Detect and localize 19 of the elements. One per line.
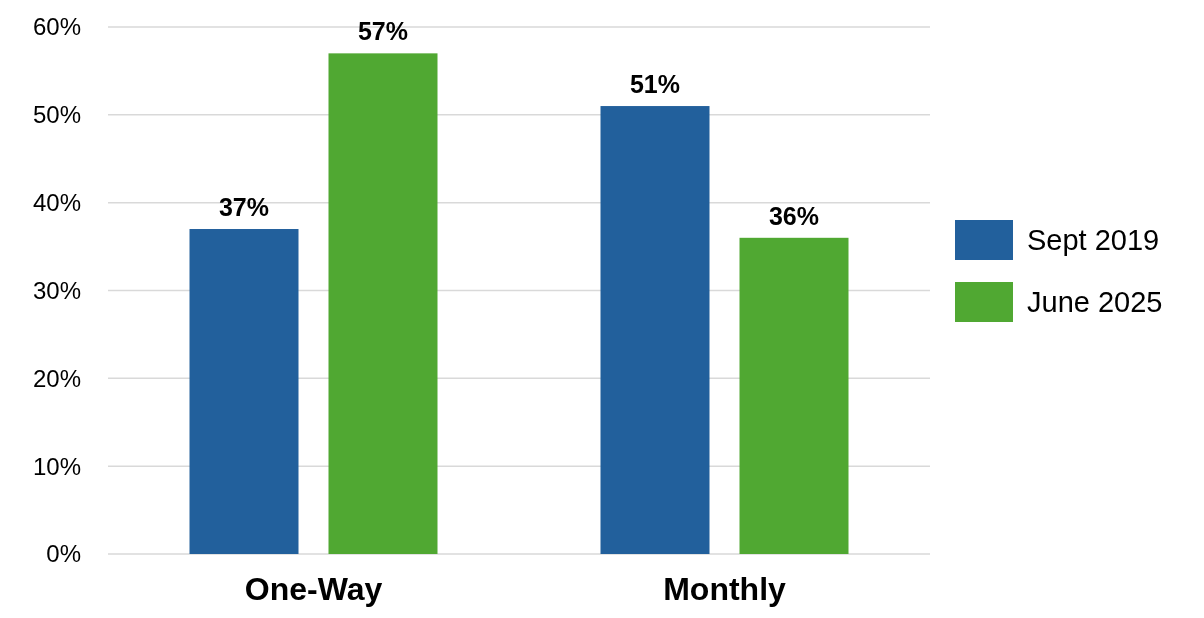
y-tick-label: 0% bbox=[46, 540, 81, 568]
bar bbox=[328, 53, 438, 554]
data-label: 51% bbox=[629, 70, 681, 99]
legend-label: June 2025 bbox=[1027, 286, 1163, 319]
data-label: 37% bbox=[218, 193, 270, 222]
y-tick-label: 50% bbox=[32, 101, 81, 129]
bar bbox=[600, 106, 710, 554]
x-tick-label: One-Way bbox=[244, 571, 383, 607]
data-label: 57% bbox=[357, 17, 409, 46]
y-tick-label: 40% bbox=[32, 189, 81, 217]
x-tick-label: Monthly bbox=[663, 571, 787, 607]
y-tick-label: 10% bbox=[32, 452, 81, 480]
legend-label: Sept 2019 bbox=[1027, 224, 1160, 257]
bar bbox=[189, 229, 299, 554]
y-tick-label: 60% bbox=[32, 13, 81, 41]
y-tick-label: 20% bbox=[32, 364, 81, 392]
bar bbox=[739, 237, 849, 554]
data-label: 36% bbox=[768, 201, 820, 230]
y-tick-label: 30% bbox=[32, 276, 81, 304]
